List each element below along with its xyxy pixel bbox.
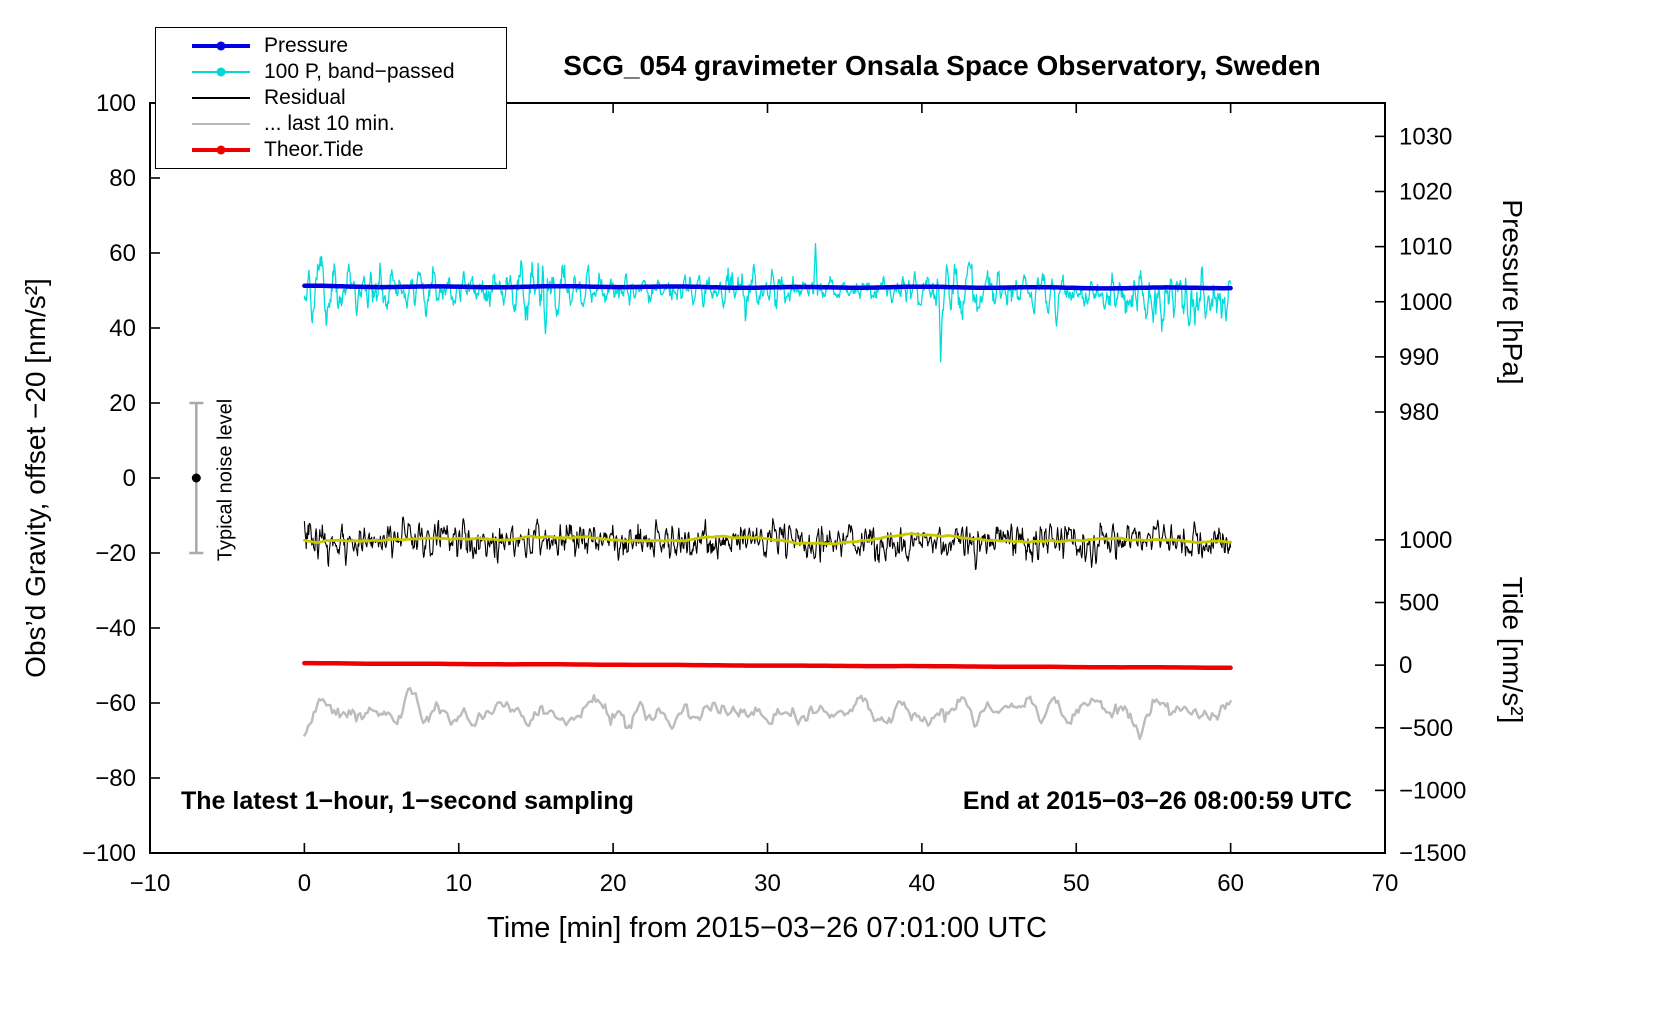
legend-label-theortide: Theor.Tide — [264, 138, 364, 161]
legend-label-last10min: ... last 10 min. — [264, 112, 395, 135]
x-axis-label: Time [min] from 2015−03−26 07:01:00 UTC — [487, 912, 1047, 944]
last10min-line-swatch — [192, 122, 250, 126]
pressure-line-swatch — [192, 41, 250, 51]
noise-level-errorbar — [189, 401, 204, 555]
y-tick-label-pressure: 1010 — [1399, 234, 1452, 261]
series-theor-tide — [302, 660, 1233, 671]
y-tick-label-pressure: 990 — [1399, 344, 1439, 371]
y-axis-label-gravity: Obs’d Gravity, offset −20 [nm/s²] — [20, 278, 51, 678]
legend-item-last10min: ... last 10 min. — [192, 112, 506, 137]
y-tick-label-gravity: 0 — [123, 465, 136, 492]
series-layer — [302, 242, 1233, 741]
x-tick-label: 50 — [1063, 870, 1090, 897]
y-tick-label-gravity: 60 — [109, 240, 136, 267]
typical-noise-level-label: Typical noise level — [214, 398, 237, 562]
y-tick-label-pressure: 1000 — [1399, 289, 1452, 316]
y-tick-label-pressure: 1030 — [1399, 123, 1452, 150]
series--last-10-min- — [303, 687, 1232, 741]
x-tick-label: 10 — [445, 870, 472, 897]
y-axis-label-pressure: Pressure [hPa] — [1497, 199, 1528, 385]
series-residual — [303, 516, 1232, 570]
y-tick-label-tide: 1000 — [1399, 527, 1452, 554]
y-tick-label-gravity: −100 — [82, 840, 136, 867]
chart-title: SCG_054 gravimeter Onsala Space Observat… — [563, 50, 1321, 81]
y-tick-label-gravity: −40 — [95, 615, 136, 642]
theortide-line-swatch — [192, 145, 250, 155]
y-tick-label-gravity: −80 — [95, 765, 136, 792]
noise-level-dot — [191, 473, 201, 483]
y-tick-label-tide: 0 — [1399, 652, 1412, 679]
x-tick-label: −10 — [130, 870, 171, 897]
y-tick-label-pressure: 1020 — [1399, 179, 1452, 206]
series-pressure — [302, 283, 1233, 291]
x-tick-label: 20 — [600, 870, 627, 897]
axes: −10 0 10 20 30 40 50 60 70−100−80−60−40−20020406… — [82, 90, 1466, 897]
legend-item-pressure: Pressure — [192, 34, 506, 59]
legend-label-residual: Residual — [264, 86, 346, 109]
legend: Pressure 100 P, band−passed Residual ...… — [155, 27, 507, 169]
y-tick-label-tide: −500 — [1399, 715, 1453, 742]
bandpassed-line-swatch — [192, 67, 250, 77]
series-residual-smoothed — [302, 532, 1232, 546]
x-tick-label: 0 — [298, 870, 311, 897]
x-tick-label: 30 — [754, 870, 781, 897]
end-time-annotation: End at 2015−03−26 08:00:59 UTC — [962, 787, 1352, 815]
y-tick-label-pressure: 980 — [1399, 399, 1439, 426]
residual-line-swatch — [192, 96, 250, 100]
y-tick-label-gravity: 20 — [109, 390, 136, 417]
y-tick-label-gravity: 40 — [109, 315, 136, 342]
y-tick-label-gravity: −60 — [95, 690, 136, 717]
sampling-annotation: The latest 1−hour, 1−second sampling — [181, 787, 634, 815]
series-100-p-band-passed — [303, 242, 1232, 363]
y-axis-label-tide: Tide [nm/s²] — [1497, 576, 1528, 724]
y-tick-label-tide: −1000 — [1399, 777, 1466, 804]
x-tick-label: 60 — [1217, 870, 1244, 897]
y-tick-label-tide: −1500 — [1399, 840, 1466, 867]
legend-item-theortide: Theor.Tide — [192, 138, 506, 163]
legend-label-pressure: Pressure — [264, 34, 349, 57]
y-tick-label-gravity: 80 — [109, 165, 136, 192]
legend-label-bandpassed: 100 P, band−passed — [264, 60, 455, 83]
legend-item-bandpassed: 100 P, band−passed — [192, 60, 506, 85]
x-tick-label: 40 — [909, 870, 936, 897]
y-tick-label-tide: 500 — [1399, 590, 1439, 617]
y-tick-label-gravity: −20 — [95, 540, 136, 567]
legend-item-residual: Residual — [192, 86, 506, 111]
y-tick-label-gravity: 100 — [96, 90, 136, 117]
x-tick-label: 70 — [1372, 870, 1399, 897]
